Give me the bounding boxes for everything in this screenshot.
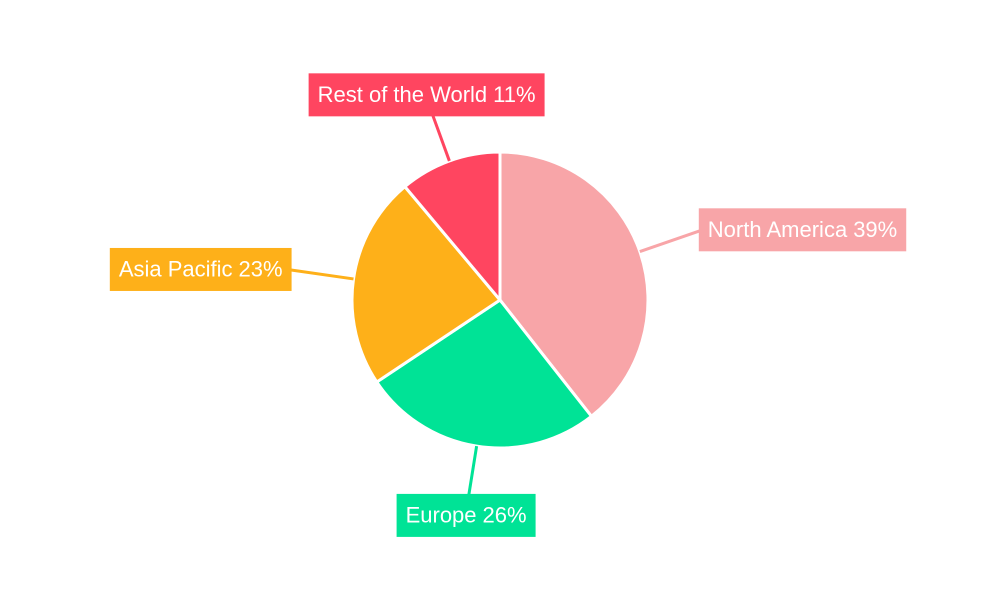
pie-slice	[498, 150, 650, 419]
label-box	[308, 73, 545, 117]
leader-line	[639, 228, 704, 254]
label-category: Europe	[406, 502, 477, 527]
label-text: Rest of the World 11%	[318, 82, 536, 107]
label-text: Europe 26%	[406, 502, 527, 527]
label-box	[396, 493, 536, 537]
label-box	[698, 208, 907, 252]
pie-slice	[402, 150, 502, 305]
label-value: 26%	[483, 502, 527, 527]
label-value: 11%	[493, 82, 535, 107]
label-box	[109, 247, 292, 291]
leader-line	[287, 267, 354, 281]
label-category: Asia Pacific	[119, 256, 233, 281]
label-category: Rest of the World	[318, 82, 488, 107]
label-text: North America 39%	[708, 217, 897, 242]
data-label: Asia Pacific 23%	[109, 247, 292, 291]
label-value: 39%	[853, 217, 897, 242]
data-label: Rest of the World 11%	[308, 73, 545, 117]
pie-slice	[374, 297, 594, 450]
label-text: Asia Pacific 23%	[119, 256, 283, 281]
label-category: North America	[708, 217, 848, 242]
data-label: North America 39%	[698, 208, 907, 252]
data-label: Europe 26%	[396, 493, 536, 537]
label-value: 23%	[239, 256, 283, 281]
